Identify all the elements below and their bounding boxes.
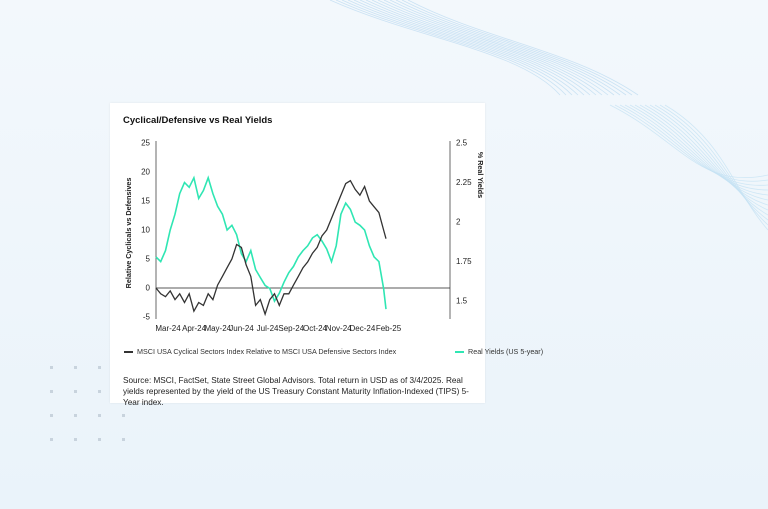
left-axis-ticks: 25 20 15 10 5 0 -5 — [141, 139, 150, 322]
left-axis-tick-label: 0 — [146, 284, 151, 293]
left-axis-tick-label: 5 — [146, 255, 151, 264]
ribbon-line-top — [371, 0, 603, 96]
ribbon-line-top — [395, 0, 627, 96]
right-axis-tick-label: 2.25 — [456, 178, 472, 187]
ribbon-line-right — [629, 104, 768, 196]
x-axis-tick-label: Feb-25 — [376, 324, 402, 333]
x-axis-tick-label: Oct-24 — [303, 324, 328, 333]
dot — [74, 366, 77, 369]
dot — [74, 390, 77, 393]
dot — [50, 414, 53, 417]
series-line-cyclical-relative — [155, 179, 387, 317]
ribbon-line-right — [639, 104, 768, 206]
x-axis-tick-label: Sep-24 — [278, 324, 304, 333]
ribbon-line-right — [609, 104, 768, 179]
x-axis-tick-label: Jul-24 — [257, 324, 279, 333]
ribbon-line-top — [335, 0, 567, 96]
ribbon-line-right — [659, 104, 768, 226]
dot — [74, 414, 77, 417]
legend-swatch-cyclical — [124, 351, 133, 354]
legend-label-cyclical: MSCI USA Cyclical Sectors Index Relative… — [137, 347, 397, 356]
right-axis-tick-label: 1.5 — [456, 297, 468, 306]
right-axis-tick-label: 2 — [456, 218, 461, 227]
x-axis-tick-label: May-24 — [204, 324, 231, 333]
left-axis-label: Relative Cyclicals vs Defensives — [124, 178, 133, 289]
chart-card: Cyclical/Defensive vs Real Yields 25 20 15… — [110, 103, 543, 407]
ribbon-line-top — [401, 0, 633, 96]
legend-label-yield: Real Yields (US 5-year) — [468, 347, 544, 356]
source-note: Source: MSCI, FactSet, State Street Glob… — [123, 376, 469, 407]
right-axis-label: % Real Yields — [476, 152, 485, 198]
x-axis-tick-label: Apr-24 — [182, 324, 207, 333]
dot — [98, 390, 101, 393]
dot — [98, 414, 101, 417]
series-line-real-yields — [155, 175, 387, 310]
ribbon-line-top — [407, 0, 639, 96]
chart-title: Cyclical/Defensive vs Real Yields — [123, 115, 273, 126]
ribbon-line-right — [619, 104, 768, 186]
ribbon-line-right — [624, 104, 768, 191]
ribbon-line-top — [377, 0, 609, 96]
left-axis-tick-label: 15 — [141, 197, 150, 206]
background-ribbons — [329, 0, 768, 231]
ribbon-line-right — [654, 104, 768, 221]
right-axis-ticks: 2.5 2.25 2 1.75 1.5 — [456, 139, 472, 306]
legend-item-cyclical: MSCI USA Cyclical Sectors Index Relative… — [124, 347, 396, 356]
ribbon-line-right — [634, 104, 768, 201]
left-axis-tick-label: 25 — [141, 139, 150, 148]
legend-swatch-yield — [455, 351, 464, 354]
ribbon-line-right — [664, 104, 768, 231]
line-chart: 25 20 15 10 5 0 -5 2.5 2.25 2 1.75 1.5 Mar-24 Apr-2… — [124, 139, 485, 334]
ribbon-line-right — [614, 104, 768, 182]
x-axis-tick-label: Nov-24 — [326, 324, 352, 333]
dot — [50, 390, 53, 393]
dot — [122, 438, 125, 441]
ribbon-line-right — [644, 104, 768, 211]
dot — [50, 366, 53, 369]
ribbon-line-right — [649, 104, 768, 216]
ribbon-line-top — [359, 0, 591, 96]
ribbon-line-top — [383, 0, 615, 96]
ribbon-line-top — [389, 0, 621, 96]
dot — [98, 366, 101, 369]
dot — [74, 438, 77, 441]
legend-item-yield: Real Yields (US 5-year) — [455, 347, 543, 356]
dot — [98, 438, 101, 441]
chart-legend: MSCI USA Cyclical Sectors Index Relative… — [122, 347, 543, 361]
left-axis-tick-label: 20 — [141, 168, 150, 177]
x-axis-tick-label: Jun-24 — [229, 324, 254, 333]
ribbon-line-top — [365, 0, 597, 96]
left-axis-tick-label: 10 — [141, 226, 150, 235]
ribbon-line-top — [353, 0, 585, 96]
right-axis-tick-label: 1.75 — [456, 257, 472, 266]
x-axis-tick-label: Mar-24 — [155, 324, 181, 333]
ribbon-line-top — [341, 0, 573, 96]
right-axis-tick-label: 2.5 — [456, 139, 468, 148]
ribbon-line-top — [347, 0, 579, 96]
left-axis-tick-label: -5 — [143, 313, 151, 322]
dot — [122, 414, 125, 417]
ribbon-line-top — [329, 0, 561, 96]
x-axis-tick-label: Dec-24 — [350, 324, 376, 333]
dot — [50, 438, 53, 441]
